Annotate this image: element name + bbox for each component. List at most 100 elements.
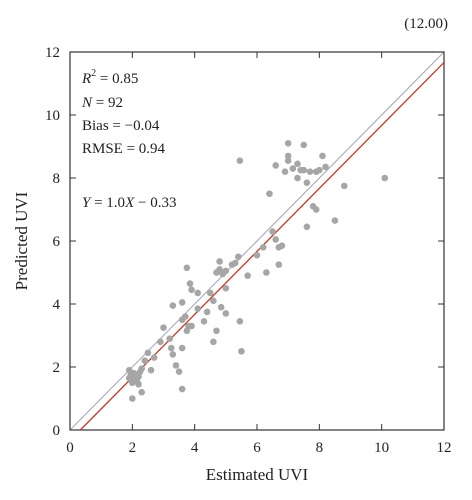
- data-point: [231, 259, 239, 267]
- r-symbol: R: [81, 71, 91, 87]
- data-point: [141, 357, 149, 365]
- reference-line-path: [69, 51, 445, 431]
- data-point: [381, 174, 389, 182]
- data-point: [210, 338, 217, 346]
- data-point: [216, 258, 223, 265]
- data-point: [186, 280, 194, 287]
- data-point: [244, 272, 251, 279]
- data-point: [135, 381, 142, 388]
- fit-equation: Y = 1.0X − 0.33: [82, 195, 176, 211]
- data-point: [222, 267, 230, 275]
- x-tick-label: 6: [253, 440, 261, 456]
- data-point: [213, 327, 220, 335]
- data-point: [188, 286, 195, 294]
- r-exponent: 2: [91, 68, 96, 79]
- data-point: [284, 157, 292, 164]
- data-point: [178, 385, 186, 393]
- bias-text: Bias = −0.04: [82, 118, 160, 134]
- data-point: [194, 289, 202, 297]
- x-tick-label: 10: [374, 440, 389, 456]
- x-tick-label: 8: [316, 440, 324, 456]
- x-tick-label: 2: [129, 440, 137, 456]
- data-point: [222, 310, 230, 317]
- data-point: [316, 166, 323, 174]
- data-point: [238, 347, 245, 355]
- data-point: [272, 236, 280, 243]
- y-tick-label: 4: [53, 297, 61, 313]
- data-point: [340, 182, 348, 190]
- data-point: [144, 349, 152, 357]
- data-point: [236, 318, 244, 325]
- data-point: [322, 163, 329, 171]
- data-point: [236, 157, 244, 164]
- data-point: [210, 297, 217, 305]
- data-point: [294, 174, 301, 182]
- data-point: [266, 190, 273, 198]
- fit-end: − 0.33: [134, 195, 176, 211]
- data-point: [300, 141, 308, 149]
- y-axis-title: Predicted UVI: [12, 191, 31, 290]
- reference-line-1to1: [69, 51, 445, 431]
- data-point: [172, 362, 180, 369]
- data-point: [150, 354, 158, 361]
- stats-annotation: R2 = 0.85 N = 92 Bias = −0.04 RMSE = 0.9…: [81, 68, 176, 211]
- y-tick-label: 8: [53, 171, 61, 187]
- data-point: [169, 351, 177, 358]
- x-axis-title: Estimated UVI: [206, 465, 309, 484]
- data-point: [183, 264, 191, 272]
- r-squared-value: = 0.85: [96, 71, 138, 87]
- x-tick-label: 0: [66, 440, 74, 456]
- x-tick-label: 12: [437, 440, 452, 456]
- data-point: [319, 152, 326, 160]
- data-point: [284, 152, 292, 160]
- data-point: [147, 366, 155, 374]
- data-point: [278, 242, 286, 250]
- data-point: [303, 223, 311, 231]
- data-point: [331, 217, 339, 224]
- data-point: [206, 289, 214, 297]
- data-point: [194, 305, 202, 313]
- data-point: [216, 266, 223, 273]
- n-text: N = 92: [81, 95, 123, 111]
- data-point: [306, 168, 314, 175]
- data-point: [160, 324, 167, 331]
- data-point: [263, 269, 270, 276]
- data-point: [125, 374, 133, 382]
- data-points: [125, 140, 389, 402]
- data-point: [269, 228, 276, 235]
- data-point: [259, 244, 267, 251]
- y-tick-label: 10: [45, 108, 60, 124]
- data-point: [178, 344, 186, 352]
- n-symbol: N: [81, 95, 93, 111]
- y-tick-label: 2: [53, 360, 61, 376]
- data-point: [182, 313, 189, 320]
- data-point: [275, 261, 283, 268]
- fit-mid: = 1.0: [90, 195, 125, 211]
- data-point: [284, 140, 292, 147]
- data-point: [235, 253, 242, 261]
- data-point: [157, 338, 164, 346]
- r-squared-text: R2 = 0.85: [81, 68, 138, 87]
- data-point: [167, 344, 175, 352]
- data-point: [281, 168, 289, 175]
- data-point: [300, 166, 308, 174]
- x-tick-label: 4: [191, 440, 199, 456]
- rmse-text: RMSE = 0.94: [82, 141, 166, 157]
- data-point: [200, 318, 208, 325]
- data-point: [253, 251, 261, 259]
- data-point: [175, 368, 183, 376]
- data-point: [166, 335, 174, 342]
- data-point: [272, 162, 280, 169]
- y-axis: 0 2 4 6 8 10 12: [45, 45, 444, 439]
- y-tick-label: 6: [53, 234, 61, 250]
- fit-x: X: [124, 195, 135, 211]
- data-point: [312, 206, 320, 213]
- data-point: [138, 388, 145, 396]
- data-point: [188, 322, 195, 330]
- data-point: [294, 160, 301, 168]
- data-point: [178, 299, 186, 306]
- data-point: [222, 284, 230, 292]
- data-point: [169, 302, 177, 309]
- fit-y: Y: [82, 195, 92, 211]
